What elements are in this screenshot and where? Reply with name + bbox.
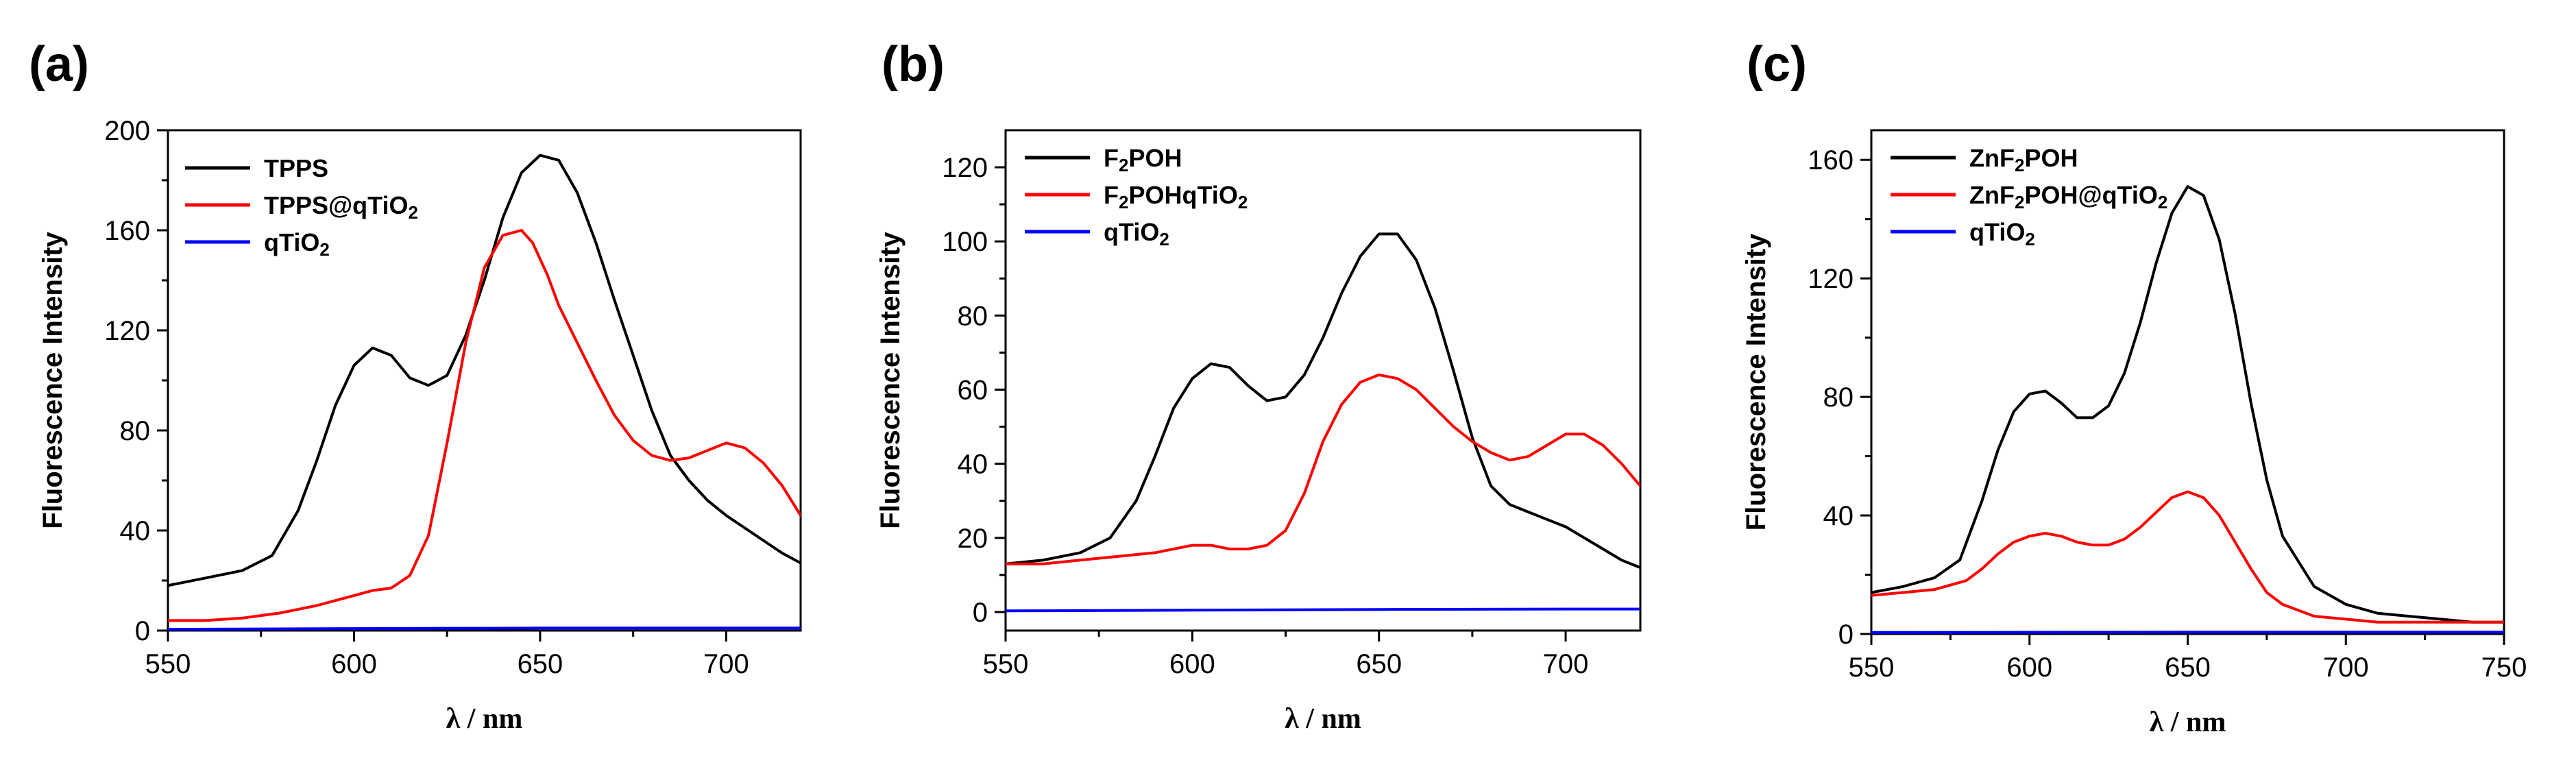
- x-tick-label: 750: [2481, 652, 2527, 683]
- x-tick-label: 600: [2006, 652, 2052, 683]
- chart-panel-c: (c) 550 600 650 700 750 0 40 80 120 160 λ / nm Fluor…: [1741, 37, 2527, 738]
- legend-label: ZnF2POH@qTiO2: [1969, 181, 2167, 212]
- panel-label: (c): [1747, 37, 1807, 92]
- x-axis-label: λ / nm: [1285, 703, 1361, 735]
- y-tick-label: 120: [104, 316, 150, 346]
- series-line-ZnF2POH: [1871, 185, 2504, 624]
- plot-frame: [1004, 129, 1642, 632]
- x-axis-label: λ / nm: [2150, 707, 2226, 738]
- series-line-TPPS@qTiO2: [168, 229, 801, 622]
- y-tick-label: 100: [942, 227, 988, 257]
- x-tick-label: 700: [703, 649, 749, 679]
- legend-label: ZnF2POH: [1969, 144, 2078, 175]
- x-tick-label: 550: [983, 649, 1029, 679]
- y-tick-label: 0: [1838, 620, 1854, 650]
- y-tick-label: 160: [104, 216, 150, 246]
- panel-label: (a): [29, 37, 89, 92]
- y-tick-label: 60: [958, 376, 988, 406]
- legend-label: F2POHqTiO2: [1104, 181, 1248, 212]
- y-tick-label: 0: [973, 598, 988, 628]
- series-line-ZnF2POH@qTiO2: [1871, 490, 2504, 624]
- x-tick-label: 700: [1543, 649, 1589, 679]
- series-line-F2POHqTiO2: [1006, 373, 1640, 565]
- x-tick-label: 650: [518, 649, 563, 679]
- panel-label: (b): [882, 37, 945, 92]
- y-axis-label: Fluorescence Intensity: [38, 232, 68, 529]
- x-tick-label: 700: [2323, 652, 2369, 683]
- x-axis-label: λ / nm: [446, 703, 523, 735]
- legend-label: TPPS: [264, 154, 328, 182]
- legend-label: F2POH: [1104, 144, 1182, 175]
- chart-panel-a: (a) 550 600 650 700 0 40 80 120 160 200 λ / nm Fluor…: [29, 37, 802, 735]
- y-tick-label: 80: [1823, 382, 1854, 413]
- x-tick-label: 600: [1169, 649, 1215, 679]
- legend-label: qTiO2: [1969, 218, 2035, 249]
- x-tick-label: 650: [2165, 652, 2211, 683]
- x-tick-label: 600: [331, 649, 377, 679]
- plot-frame: [1870, 129, 2505, 635]
- y-tick-label: 20: [958, 524, 988, 554]
- y-tick-label: 120: [942, 153, 988, 183]
- x-tick-label: 550: [1849, 652, 1895, 683]
- y-tick-label: 0: [135, 616, 150, 646]
- chart-panel-b: (b) 550 600 650 700 0 20 40 60 80 100 120 λ / nm Fluo…: [875, 37, 1642, 735]
- series-line-qTiO2: [168, 626, 801, 631]
- y-axis-label: Fluorescence Intensity: [1741, 233, 1771, 530]
- y-axis-label: Fluorescence Intensity: [875, 232, 906, 529]
- y-tick-label: 200: [104, 116, 150, 146]
- series-line-TPPS: [168, 154, 801, 587]
- x-tick-label: 550: [145, 649, 191, 679]
- legend-label: qTiO2: [264, 228, 330, 260]
- legend-label: qTiO2: [1104, 218, 1169, 249]
- legend-label: TPPS@qTiO2: [264, 191, 418, 223]
- y-tick-label: 80: [120, 416, 151, 446]
- x-tick-label: 650: [1356, 649, 1402, 679]
- y-tick-label: 40: [1823, 501, 1854, 531]
- plot-frame: [167, 129, 802, 632]
- y-tick-label: 40: [120, 516, 151, 546]
- y-tick-label: 80: [958, 301, 988, 331]
- series-line-qTiO2: [1006, 607, 1640, 613]
- series-line-F2POH: [1006, 232, 1640, 570]
- y-tick-label: 160: [1808, 145, 1854, 175]
- y-tick-label: 120: [1808, 264, 1854, 294]
- y-tick-label: 40: [958, 450, 988, 480]
